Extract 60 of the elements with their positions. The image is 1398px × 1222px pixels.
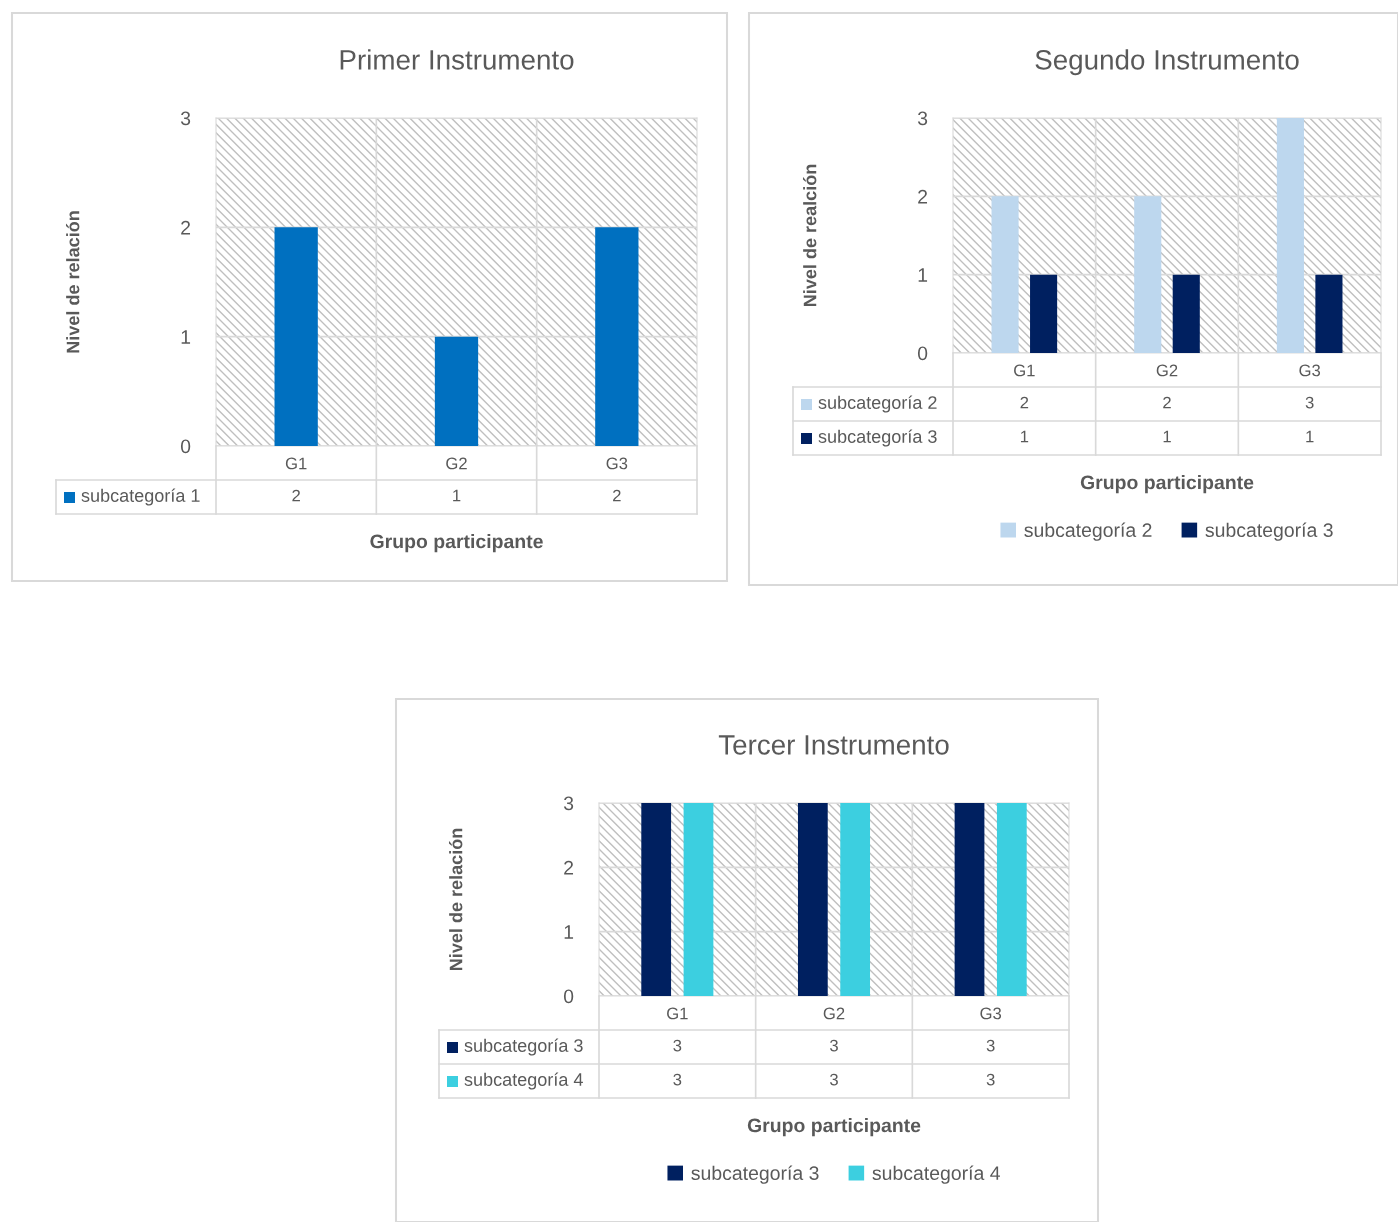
y-tick-label: 3 [917, 111, 928, 126]
data-label: 1 [1020, 430, 1029, 443]
y-tick-label: 1 [918, 268, 928, 282]
data-label: 1 [453, 489, 461, 502]
x-tick-label: G3 [606, 457, 628, 470]
y-tick-label: 2 [564, 860, 574, 875]
y-axis-title: Nivel de relación [448, 828, 463, 971]
x-tick-label: G1 [667, 1007, 688, 1020]
y-axis-title: Nivel de relación [65, 211, 80, 353]
bar [1315, 274, 1343, 353]
chart-title: Tercer Instrumento [718, 735, 949, 755]
y-tick-label: 3 [563, 796, 574, 811]
chart-title: Segundo Instrumento [1035, 49, 1299, 76]
x-tick-label: G1 [285, 457, 307, 470]
y-tick-label: 1 [564, 925, 574, 939]
x-axis-title: Grupo participante [747, 1118, 921, 1137]
bar [1134, 196, 1162, 353]
data-label: 3 [1305, 396, 1314, 409]
data-label: 3 [673, 1073, 682, 1086]
bar [991, 196, 1019, 353]
legend-label: subcategoría 1 [81, 488, 200, 506]
y-tick-label: 1 [181, 330, 191, 344]
bar [1172, 274, 1200, 353]
legend-label: subcategoría 4 [464, 1072, 583, 1090]
y-tick-label: 0 [180, 439, 191, 454]
x-tick-label: G3 [1299, 364, 1321, 377]
chart-title: Primer Instrumento [340, 49, 574, 70]
x-tick-label: G3 [980, 1007, 1002, 1020]
y-tick-label: 2 [181, 220, 191, 235]
data-label: 3 [673, 1039, 682, 1052]
data-label: 3 [830, 1039, 838, 1052]
y-axis-title: Nivel de realción [802, 164, 817, 307]
data-label: 2 [292, 489, 300, 502]
x-tick-label: G1 [1014, 364, 1035, 377]
y-tick-label: 2 [918, 189, 928, 204]
data-label: 3 [986, 1039, 995, 1052]
bar [1030, 274, 1058, 353]
y-tick-label: 0 [917, 346, 928, 361]
text: subcategoría 2 [1024, 522, 1152, 541]
y-tick-label: 3 [180, 111, 191, 126]
text: subcategoría 3 [691, 1165, 819, 1184]
x-axis-title: Grupo participante [370, 534, 543, 553]
data-label: 1 [1163, 430, 1171, 443]
x-tick-label: G2 [1156, 364, 1178, 377]
legend-label: subcategoría 2 [818, 395, 937, 413]
data-label: 2 [1020, 396, 1029, 409]
y-tick-label: 0 [563, 989, 574, 1004]
x-tick-label: G2 [446, 457, 467, 470]
data-label: 3 [986, 1073, 995, 1086]
text: subcategoría 3 [1205, 522, 1333, 541]
data-label: 1 [1306, 430, 1314, 443]
text: subcategoría 4 [872, 1165, 1000, 1184]
legend-label: subcategoría 3 [464, 1038, 583, 1056]
legend-label: subcategoría 3 [818, 429, 937, 447]
data-label: 2 [613, 489, 621, 502]
bar [1276, 118, 1304, 353]
x-tick-label: G2 [823, 1007, 845, 1020]
x-axis-title: Grupo participante [1080, 475, 1254, 494]
data-label: 2 [1163, 396, 1171, 409]
data-label: 3 [830, 1073, 838, 1086]
